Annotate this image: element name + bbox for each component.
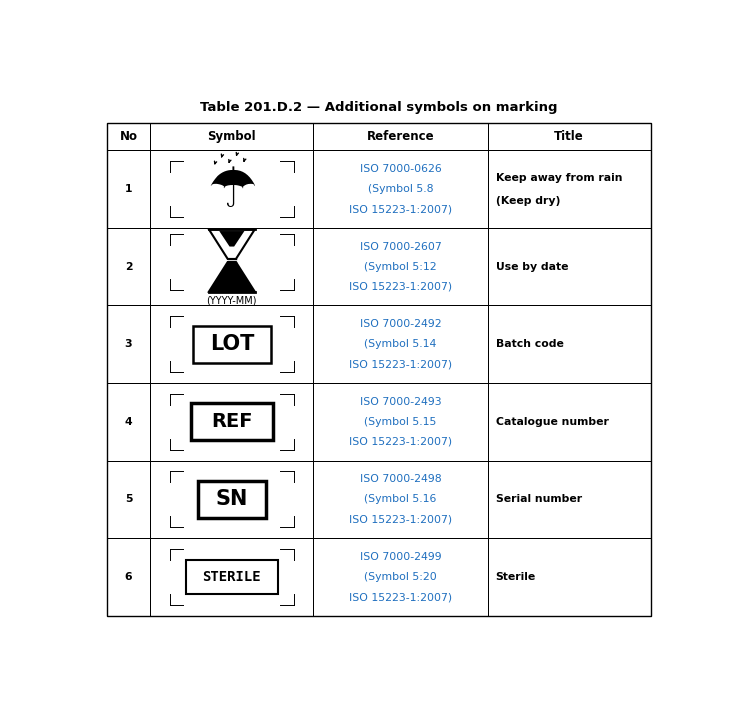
- Text: 5: 5: [125, 494, 132, 504]
- Text: Catalogue number: Catalogue number: [496, 417, 609, 427]
- Bar: [197, 481, 266, 518]
- Bar: [186, 560, 278, 594]
- Text: 1: 1: [125, 184, 132, 194]
- Text: ISO 15223-1:2007): ISO 15223-1:2007): [349, 592, 452, 602]
- Text: Sterile: Sterile: [496, 572, 536, 582]
- Text: ISO 7000-2498: ISO 7000-2498: [360, 474, 441, 484]
- Text: ISO 7000-2493: ISO 7000-2493: [360, 396, 441, 407]
- Polygon shape: [219, 231, 245, 247]
- Bar: [106, 123, 150, 150]
- Bar: [150, 123, 313, 150]
- Bar: [488, 123, 651, 150]
- Text: Title: Title: [554, 130, 584, 143]
- Bar: [488, 538, 651, 615]
- Text: (Symbol 5.15: (Symbol 5.15: [364, 417, 437, 427]
- Bar: [106, 383, 150, 461]
- Bar: [150, 306, 313, 383]
- Bar: [193, 325, 271, 363]
- Text: 6: 6: [125, 572, 132, 582]
- Bar: [150, 461, 313, 538]
- Bar: [106, 538, 150, 615]
- Text: 4: 4: [125, 417, 132, 427]
- Bar: [191, 403, 273, 440]
- Bar: [313, 383, 488, 461]
- Text: (YYYY-MM): (YYYY-MM): [207, 296, 257, 306]
- Polygon shape: [209, 230, 255, 259]
- Text: Batch code: Batch code: [496, 340, 564, 350]
- Bar: [106, 228, 150, 306]
- Bar: [313, 306, 488, 383]
- Text: ISO 15223-1:2007): ISO 15223-1:2007): [349, 204, 452, 214]
- Text: STERILE: STERILE: [202, 570, 261, 584]
- Text: Table 201.D.2 — Additional symbols on marking: Table 201.D.2 — Additional symbols on ma…: [200, 101, 557, 114]
- Text: Serial number: Serial number: [496, 494, 582, 504]
- Text: SN: SN: [216, 489, 248, 509]
- Text: (Keep dry): (Keep dry): [496, 196, 560, 206]
- Text: Reference: Reference: [367, 130, 435, 143]
- Bar: [106, 461, 150, 538]
- Bar: [488, 228, 651, 306]
- Text: 2: 2: [125, 262, 132, 272]
- Text: ☂: ☂: [207, 165, 256, 219]
- Bar: [150, 383, 313, 461]
- Text: (Symbol 5.8: (Symbol 5.8: [368, 184, 433, 194]
- Bar: [150, 538, 313, 615]
- Bar: [150, 150, 313, 228]
- Bar: [106, 306, 150, 383]
- Bar: [313, 150, 488, 228]
- Bar: [313, 228, 488, 306]
- Text: ISO 7000-2607: ISO 7000-2607: [360, 242, 441, 252]
- Bar: [488, 150, 651, 228]
- Text: ISO 15223-1:2007): ISO 15223-1:2007): [349, 282, 452, 292]
- Text: LOT: LOT: [210, 334, 254, 354]
- Text: ISO 15223-1:2007): ISO 15223-1:2007): [349, 437, 452, 447]
- Polygon shape: [209, 262, 255, 291]
- Text: Symbol: Symbol: [208, 130, 256, 143]
- Text: ISO 15223-1:2007): ISO 15223-1:2007): [349, 515, 452, 525]
- Text: (Symbol 5.14: (Symbol 5.14: [364, 340, 437, 350]
- Bar: [313, 538, 488, 615]
- Text: ISO 15223-1:2007): ISO 15223-1:2007): [349, 359, 452, 369]
- Text: (Symbol 5.16: (Symbol 5.16: [364, 494, 437, 504]
- Text: (Symbol 5:20: (Symbol 5:20: [364, 572, 437, 582]
- Bar: [313, 461, 488, 538]
- Bar: [488, 306, 651, 383]
- Text: ISO 7000-2499: ISO 7000-2499: [360, 552, 441, 562]
- Text: 3: 3: [125, 340, 132, 350]
- Bar: [488, 383, 651, 461]
- Text: REF: REF: [211, 413, 253, 431]
- Bar: [313, 123, 488, 150]
- Bar: [150, 228, 313, 306]
- Text: ISO 7000-0626: ISO 7000-0626: [360, 164, 441, 174]
- Text: No: No: [120, 130, 137, 143]
- Text: (Symbol 5:12: (Symbol 5:12: [364, 262, 437, 272]
- Text: Keep away from rain: Keep away from rain: [496, 172, 622, 182]
- Text: ISO 7000-2492: ISO 7000-2492: [360, 319, 441, 329]
- Bar: [488, 461, 651, 538]
- Text: Use by date: Use by date: [496, 262, 568, 272]
- Bar: [106, 150, 150, 228]
